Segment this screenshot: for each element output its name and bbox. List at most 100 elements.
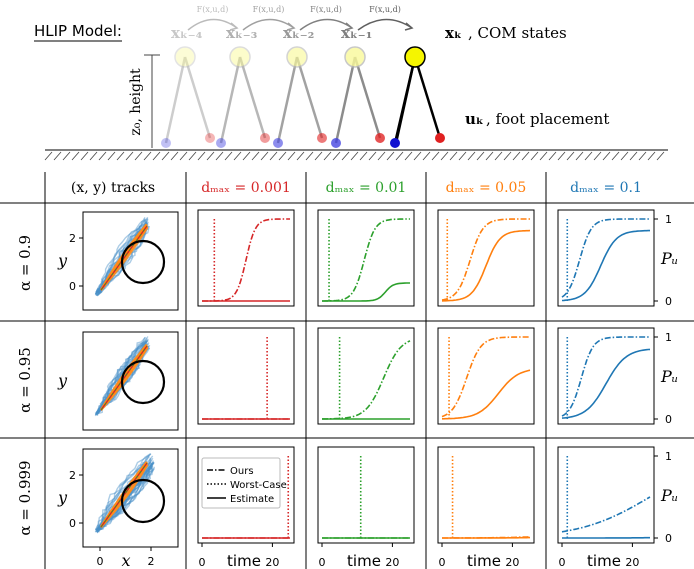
p-tick: 1 [665,213,672,226]
legend-entry: Ours [230,466,254,477]
height-marker: z₀, height [128,54,160,148]
p-tick: 0 [665,295,672,308]
time-axis-label: time [467,552,501,569]
arc-label: F(x,u,d) [253,5,285,14]
estimate-line [442,369,531,420]
transition-arc: F(x,u,d) [357,5,414,31]
time-axis-label: time [587,552,621,569]
stance-foot-icon [161,138,171,148]
legend: Ours Worst-Case Estimate [201,457,287,509]
com-mass-icon [174,46,196,68]
p-tick: 1 [665,331,672,344]
com-label: xₖ₋₃ [226,24,257,42]
foot-placement-icon [435,133,445,143]
hlip-diagram: HLIP Model: z₀, height F(x,u,d) F(x,u,d) F… [34,5,668,161]
time-tick: 0 [319,556,326,569]
col-header: dₘₐₓ = 0.1 [570,180,642,196]
legend-entry: Estimate [230,494,274,505]
time-tick: 20 [385,556,399,569]
com-mass-icon [404,46,426,68]
com-states-label: , COM states [468,24,567,42]
ours-line [442,536,531,539]
probability-panel: 1 0 Pᵤ [557,209,678,308]
time-axis-label: time [227,552,261,569]
foot-placement-icon [375,133,385,143]
probability-panel: 0 20 time [437,446,535,569]
track-y-tick: 2 [69,232,76,245]
estimate-line [561,229,650,302]
transition-arc: F(x,u,d) [299,5,354,31]
tracks-header: (x, y) tracks [71,180,155,196]
foot-symbol: uₖ [465,110,484,128]
p-tick: 0 [665,532,672,545]
time-tick: 20 [265,556,279,569]
com-label: xₖ₋₄ [171,24,203,42]
unsafe-region-circle [120,239,166,285]
p-axis-label: Pᵤ [660,249,678,268]
time-axis-label: time [347,552,381,569]
ours-line [322,340,411,420]
ours-line [441,218,530,301]
col-header: dₘₐₓ = 0.001 [201,180,291,196]
track-y-label: y [57,488,68,507]
ground-line [44,149,668,161]
arc-label: F(x,u,d) [369,5,401,14]
arc-label: F(x,u,d) [197,5,229,14]
track-x-label: x [121,551,130,569]
time-tick: 20 [505,556,519,569]
row-header: α = 0.95 [16,347,34,413]
time-tick: 20 [625,556,639,569]
estimate-line [441,229,531,302]
track-y-tick: 0 [69,280,76,293]
track-y-label: y [57,371,68,390]
time-tick: 0 [559,556,566,569]
ours-line [441,336,530,418]
p-tick: 0 [665,413,672,426]
unsafe-region-circle [120,478,166,524]
stance-foot-icon [390,138,400,148]
probability-panel: 1 0 Pᵤ [557,327,678,426]
com-walker-2: xₖ₋₂ [273,24,327,148]
probability-panel [437,327,535,425]
height-label: z₀, height [128,68,144,136]
p-axis-label: Pᵤ [660,367,678,386]
foot-placement-icon [317,133,327,143]
arc-label: F(x,u,d) [310,5,342,14]
com-walker-4 [390,46,445,148]
foot-placement-icon [205,133,215,143]
results-grid: (x, y) tracks dₘₐₓ = 0.001 dₘₐₓ = 0.01 dₘₐ… [0,172,694,569]
com-walker-0: xₖ₋₄ [161,24,215,148]
probability-panel [197,327,295,425]
stance-foot-icon [273,138,283,148]
track-plot: y [57,331,179,431]
transition-arc: F(x,u,d) [187,5,239,31]
com-state-symbol: xₖ [445,24,462,42]
probability-panel [317,327,415,425]
com-label: xₖ₋₂ [283,24,314,42]
p-axis-label: Pᵤ [660,486,678,505]
track-x-tick: 0 [97,555,104,568]
stance-foot-icon [216,138,226,148]
track-y-tick: 0 [69,517,76,530]
hlip-title: HLIP Model: [34,22,122,40]
com-walker-3: xₖ₋₁ [331,24,385,148]
estimate-line [561,348,651,419]
ours-line [561,336,650,417]
ours-line [561,218,650,298]
time-tick: 0 [199,556,206,569]
probability-panel: 1 0 Pᵤ 0 20 time [557,446,678,569]
row-header: α = 0.9 [16,235,34,291]
com-walker-1: xₖ₋₃ [216,24,270,148]
track-plot: y2 0 [57,211,179,311]
track-y-tick: 2 [69,469,76,482]
ours-line [202,218,290,302]
stance-foot-icon [331,138,341,148]
track-plot: y2 0 [57,448,179,548]
col-header: dₘₐₓ = 0.01 [326,180,407,196]
foot-placement-icon [260,133,270,143]
col-header: dₘₐₓ = 0.05 [446,180,527,196]
ours-line [561,496,651,533]
transition-arc: F(x,u,d) [242,5,296,31]
time-tick: 0 [439,556,446,569]
